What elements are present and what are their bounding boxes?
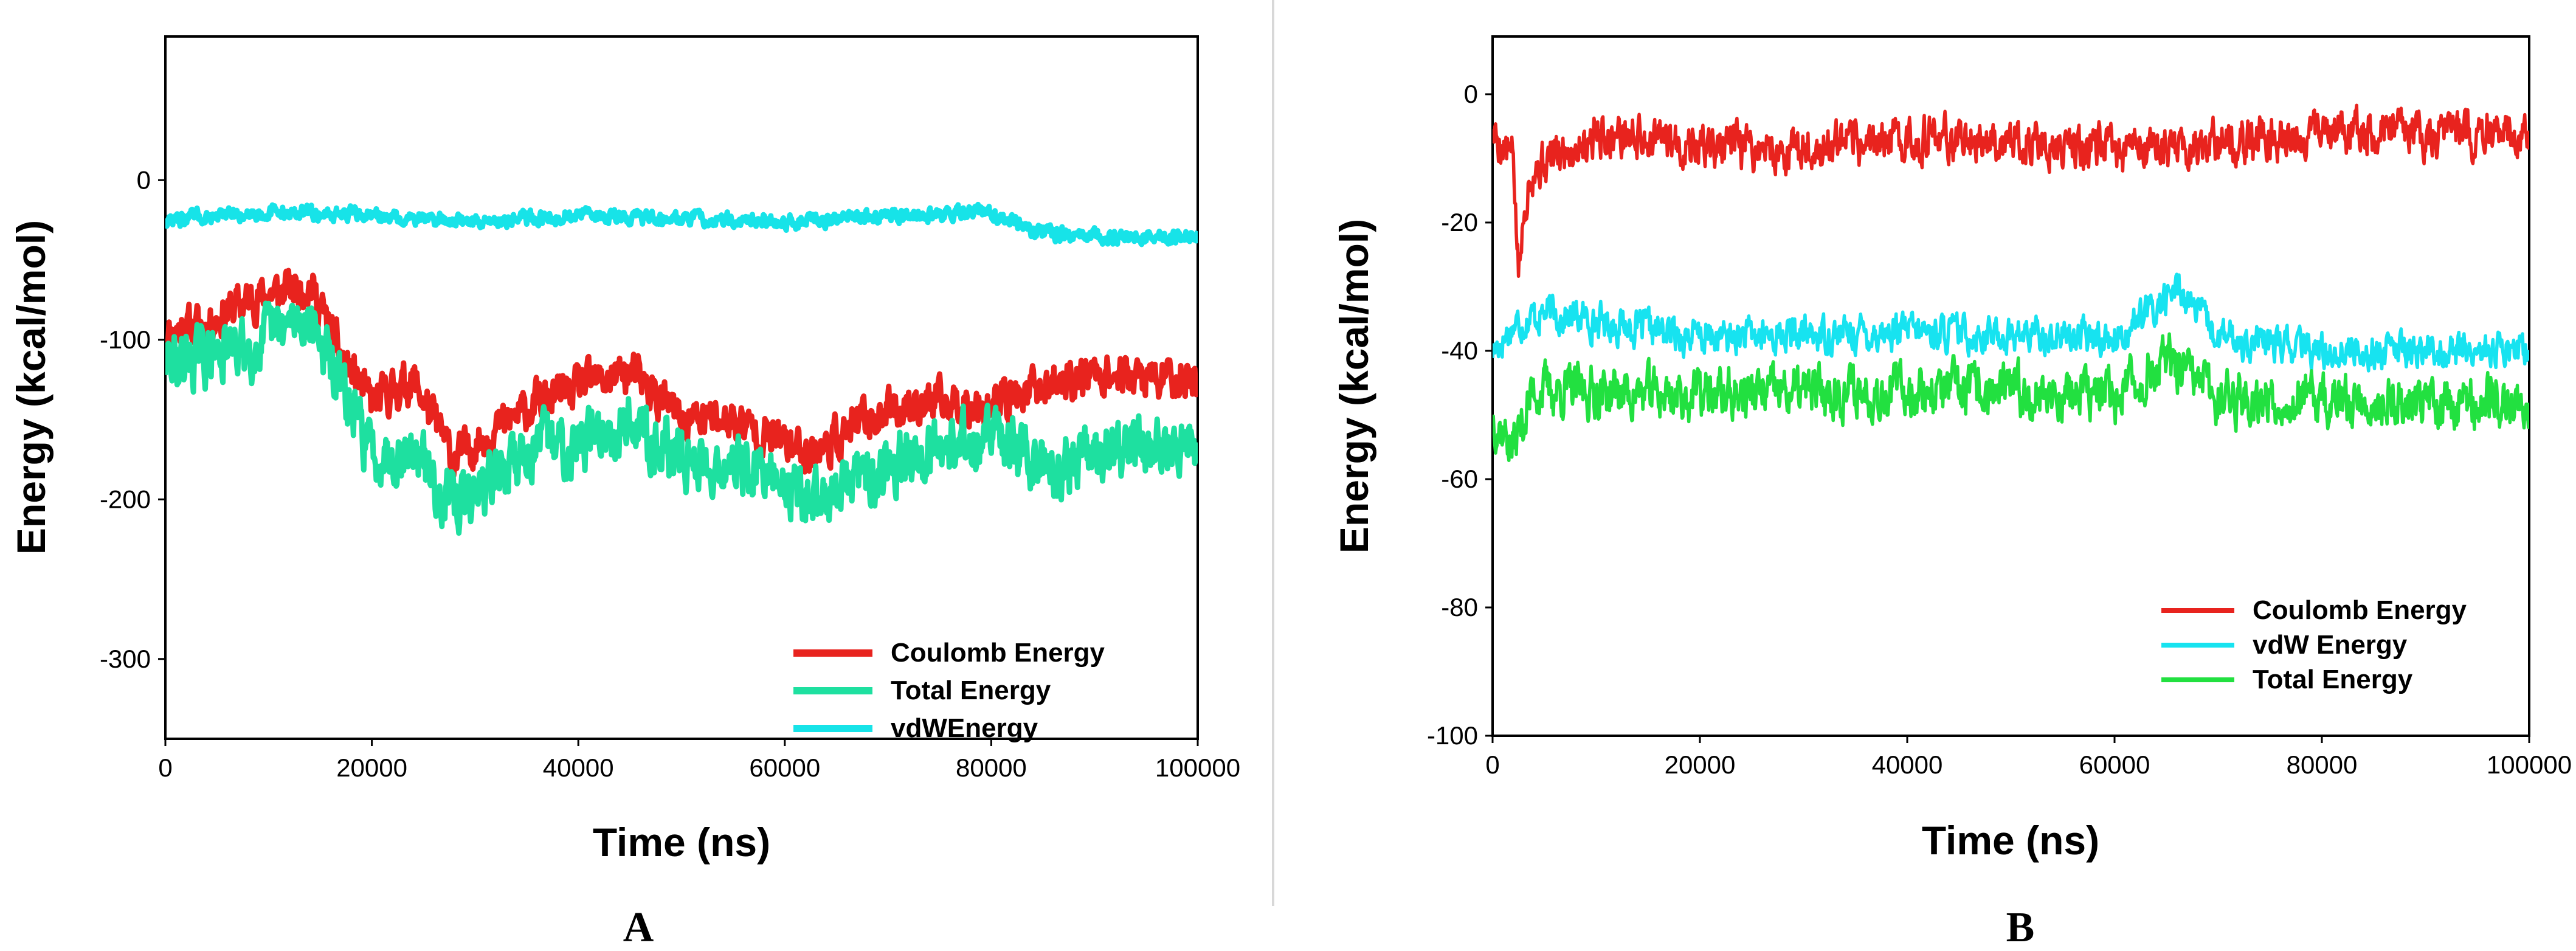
series-layer	[165, 201, 1198, 536]
y-tick-label: 0	[1464, 80, 1478, 108]
y-tick-label: -100	[100, 325, 151, 354]
series-line-vdwenergy	[165, 201, 1198, 247]
legend-label: Coulomb Energy	[891, 638, 1105, 668]
series-line-vdw-energy	[1493, 272, 2529, 373]
y-tick-label: -80	[1441, 593, 1478, 621]
y-tick-label: -60	[1441, 465, 1478, 493]
x-tick-label: 0	[1485, 750, 1499, 779]
y-axis-title: Energy (kcal/mol)	[1331, 219, 1376, 553]
y-tick-label: -200	[100, 485, 151, 513]
legend-label: vdW Energy	[2253, 630, 2408, 660]
x-axis: 0 20000 40000 60000 80000 100000	[158, 739, 1240, 782]
chart-panel-a: 0 20000 40000 60000 80000 100000 0 -100 -200 -30…	[9, 35, 1240, 951]
y-axis-title: Energy (kcal/mol)	[9, 220, 54, 555]
y-axis: 0 -20 -40 -60 -80 -100	[1427, 80, 1493, 750]
y-tick-label: -40	[1441, 336, 1478, 365]
legend: Coulomb Energy Total Energy vdWEnergy	[793, 638, 1105, 743]
x-axis: 0 20000 40000 60000 80000 100000	[1485, 736, 2572, 779]
x-tick-label: 80000	[956, 753, 1027, 782]
y-tick-label: 0	[137, 165, 151, 194]
x-tick-label: 60000	[2079, 750, 2150, 779]
series-line-total-energy	[165, 300, 1198, 536]
x-tick-label: 100000	[1155, 753, 1240, 782]
series-layer	[1493, 103, 2529, 462]
panel-label: B	[2006, 904, 2035, 951]
y-tick-label: -300	[100, 645, 151, 673]
legend: Coulomb Energy vdW Energy Total Energy	[2161, 595, 2467, 694]
x-axis-title: Time (ns)	[1922, 818, 2099, 863]
legend-label: Total Energy	[891, 676, 1051, 705]
legend-label: Total Energy	[2253, 665, 2413, 694]
chart-panel-b: 0 20000 40000 60000 80000 100000 0 -20 -40 -60 -8…	[1331, 35, 2572, 951]
x-tick-label: 20000	[1665, 750, 1736, 779]
series-line-coulomb-energy	[1493, 103, 2529, 278]
x-tick-label: 60000	[749, 753, 820, 782]
x-tick-label: 40000	[1872, 750, 1943, 779]
series-line-total-energy	[1493, 332, 2529, 462]
legend-label: vdWEnergy	[891, 713, 1038, 743]
x-tick-label: 20000	[336, 753, 407, 782]
y-axis: 0 -100 -200 -300	[100, 165, 165, 673]
plot-frame	[1491, 35, 2530, 737]
x-tick-label: 40000	[543, 753, 614, 782]
series-line-coulomb-energy	[165, 268, 1198, 479]
x-axis-title: Time (ns)	[593, 820, 770, 865]
x-tick-label: 80000	[2287, 750, 2358, 779]
y-tick-label: -20	[1441, 208, 1478, 237]
x-tick-label: 100000	[2487, 750, 2572, 779]
x-tick-label: 0	[158, 753, 172, 782]
y-tick-label: -100	[1427, 721, 1478, 750]
panel-label: A	[623, 904, 654, 951]
legend-label: Coulomb Energy	[2253, 595, 2467, 625]
